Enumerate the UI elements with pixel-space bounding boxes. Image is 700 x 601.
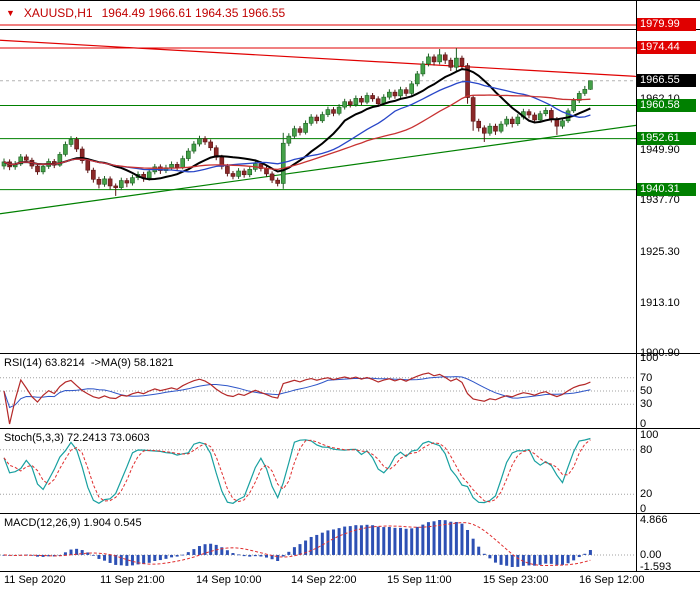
symbol-timeframe: XAUUSD,H1	[23, 6, 93, 20]
down-arrow-icon: ▼	[6, 8, 15, 18]
rsi-indicator-label: RSI(14) 63.8214 ->MA(9) 58.1821	[4, 357, 174, 369]
ohlc-values: 1964.49 1966.61 1964.35 1966.55	[101, 6, 286, 20]
stoch-indicator-label: Stoch(5,3,3) 72.2413 73.0603	[4, 432, 150, 444]
macd-indicator-label: MACD(12,26,9) 1.904 0.545	[4, 517, 142, 529]
chart-header: ▼ XAUUSD,H1 1964.49 1966.61 1964.35 1966…	[6, 6, 285, 20]
